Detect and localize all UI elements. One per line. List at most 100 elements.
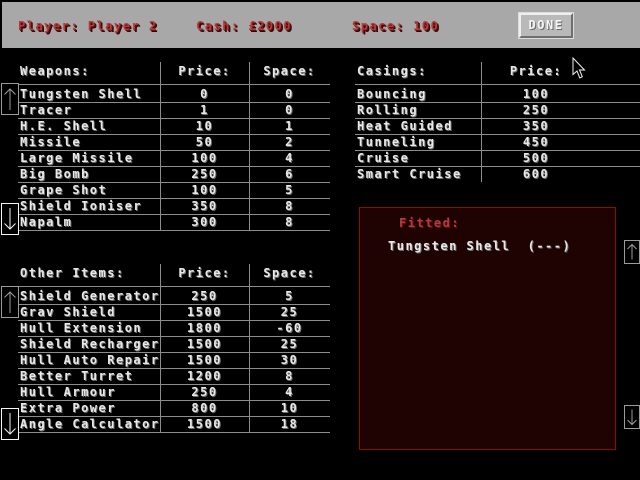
item-name: Heat Guided (357, 119, 453, 133)
item-value: 100 (522, 87, 550, 101)
fitted-title: Fitted: (399, 216, 461, 230)
column-header: Price: (178, 64, 231, 78)
table-row[interactable]: Extra Power 800 10 (18, 401, 330, 417)
table-row[interactable]: Hull Auto Repair 1500 30 (18, 353, 330, 369)
item-value: 4 (285, 385, 294, 399)
table-row[interactable]: Shield Generator 250 5 (18, 289, 330, 305)
fitted-scroll-down-button[interactable] (624, 405, 640, 429)
item-name: Better Turret (20, 369, 134, 383)
item-value: 250 (191, 385, 218, 399)
item-value: -60 (276, 321, 303, 335)
item-name: Extra Power (20, 401, 116, 415)
done-button[interactable]: DONE (519, 13, 573, 38)
table-divider (249, 264, 250, 433)
weapons-scroll-down-button[interactable] (1, 203, 19, 235)
fitted-item[interactable]: Tungsten Shell (---) (388, 239, 572, 253)
item-name: Hull Auto Repair (20, 353, 160, 367)
item-name: Big Bomb (20, 167, 90, 181)
item-name: Large Missile (20, 151, 134, 165)
item-value: 450 (522, 135, 550, 149)
table-divider (355, 84, 640, 85)
weapons-scroll-up-button[interactable] (1, 83, 19, 115)
table-row[interactable]: Hull Armour 250 4 (18, 385, 330, 401)
item-value: 25 (280, 337, 299, 351)
table-row[interactable]: Bouncing 100 (355, 87, 640, 103)
down-arrow-icon (2, 409, 18, 439)
item-value: 30 (280, 353, 299, 367)
item-value: 800 (191, 401, 218, 415)
table-row[interactable]: Large Missile 100 4 (18, 151, 330, 167)
fitted-panel: Fitted: Tungsten Shell (---) (359, 207, 616, 450)
table-row[interactable]: Hull Extension 1800 -60 (18, 321, 330, 337)
table-row[interactable]: Cruise 500 (355, 151, 640, 167)
item-value: 6 (285, 167, 294, 181)
table-row[interactable]: Missile 50 2 (18, 135, 330, 151)
item-value: 10 (195, 119, 214, 133)
item-value: 10 (280, 401, 299, 415)
column-header: Price: (509, 64, 563, 78)
item-value: 600 (522, 167, 550, 181)
item-value: 25 (280, 305, 299, 319)
weapons-table: Weapons: Price: Space: Tungsten Shell 0 0 Trac… (18, 60, 330, 235)
table-divider (18, 286, 330, 287)
table-row[interactable]: Rolling 250 (355, 103, 640, 119)
table-row[interactable]: Napalm 300 8 (18, 215, 330, 231)
table-title: Weapons: (20, 64, 90, 78)
table-row[interactable]: Shield Ioniser 350 8 (18, 199, 330, 215)
up-arrow-icon (2, 84, 18, 114)
item-name: Cruise (357, 151, 410, 165)
casings-table: Casings: Price: Bouncing 100 Rolling 250 Heat … (355, 60, 640, 187)
space-label: Space: 100 (352, 19, 440, 33)
item-name: Shield Ioniser (20, 199, 143, 213)
item-value: 1 (200, 103, 209, 117)
table-row[interactable]: Big Bomb 250 6 (18, 167, 330, 183)
table-row[interactable]: Grav Shield 1500 25 (18, 305, 330, 321)
item-value: 8 (285, 199, 294, 213)
item-name: Grape Shot (20, 183, 108, 197)
table-row[interactable]: Heat Guided 350 (355, 119, 640, 135)
column-header: Space: (263, 266, 316, 280)
item-name: Shield Generator (20, 289, 160, 303)
item-value: 1500 (187, 353, 222, 367)
other-items-scroll-down-button[interactable] (1, 408, 19, 440)
item-value: 1800 (187, 321, 222, 335)
fitted-scroll-up-button[interactable] (624, 240, 640, 264)
table-divider (160, 62, 161, 231)
item-value: 1200 (187, 369, 222, 383)
item-value: 100 (191, 151, 218, 165)
table-title: Casings: (357, 64, 427, 78)
down-arrow-icon (625, 406, 639, 428)
table-row[interactable]: Shield Recharger 1500 25 (18, 337, 330, 353)
table-row[interactable]: H.E. Shell 10 1 (18, 119, 330, 135)
table-row[interactable]: Smart Cruise 600 (355, 167, 640, 182)
item-name: Angle Calculator (20, 417, 160, 431)
item-value: 1500 (187, 337, 222, 351)
item-name: Shield Recharger (20, 337, 160, 351)
table-row[interactable]: Tungsten Shell 0 0 (18, 87, 330, 103)
item-value: 4 (285, 151, 294, 165)
table-row[interactable]: Angle Calculator 1500 18 (18, 417, 330, 433)
down-arrow-icon (2, 204, 18, 234)
other-items-scroll-up-button[interactable] (1, 286, 19, 318)
item-value: 100 (191, 183, 218, 197)
mouse-cursor (572, 56, 588, 85)
item-value: 1500 (187, 417, 222, 431)
other-items-table: Other Items: Price: Space: Shield Generator… (18, 262, 330, 437)
table-divider (249, 62, 250, 231)
table-row[interactable]: Grape Shot 100 5 (18, 183, 330, 199)
item-value: 350 (522, 119, 550, 133)
item-value: 0 (285, 103, 294, 117)
item-name: Bouncing (357, 87, 427, 101)
table-row[interactable]: Tunneling 450 (355, 135, 640, 151)
item-name: Missile (20, 135, 82, 149)
table-row[interactable]: Tracer 1 0 (18, 103, 330, 119)
table-divider (481, 62, 482, 182)
item-value: 18 (280, 417, 299, 431)
table-row[interactable]: Better Turret 1200 8 (18, 369, 330, 385)
item-name: Tungsten Shell (20, 87, 143, 101)
item-value: 250 (522, 103, 550, 117)
table-title: Other Items: (20, 266, 125, 280)
item-value: 250 (191, 289, 218, 303)
item-value: 1500 (187, 305, 222, 319)
item-value: 300 (191, 215, 218, 229)
